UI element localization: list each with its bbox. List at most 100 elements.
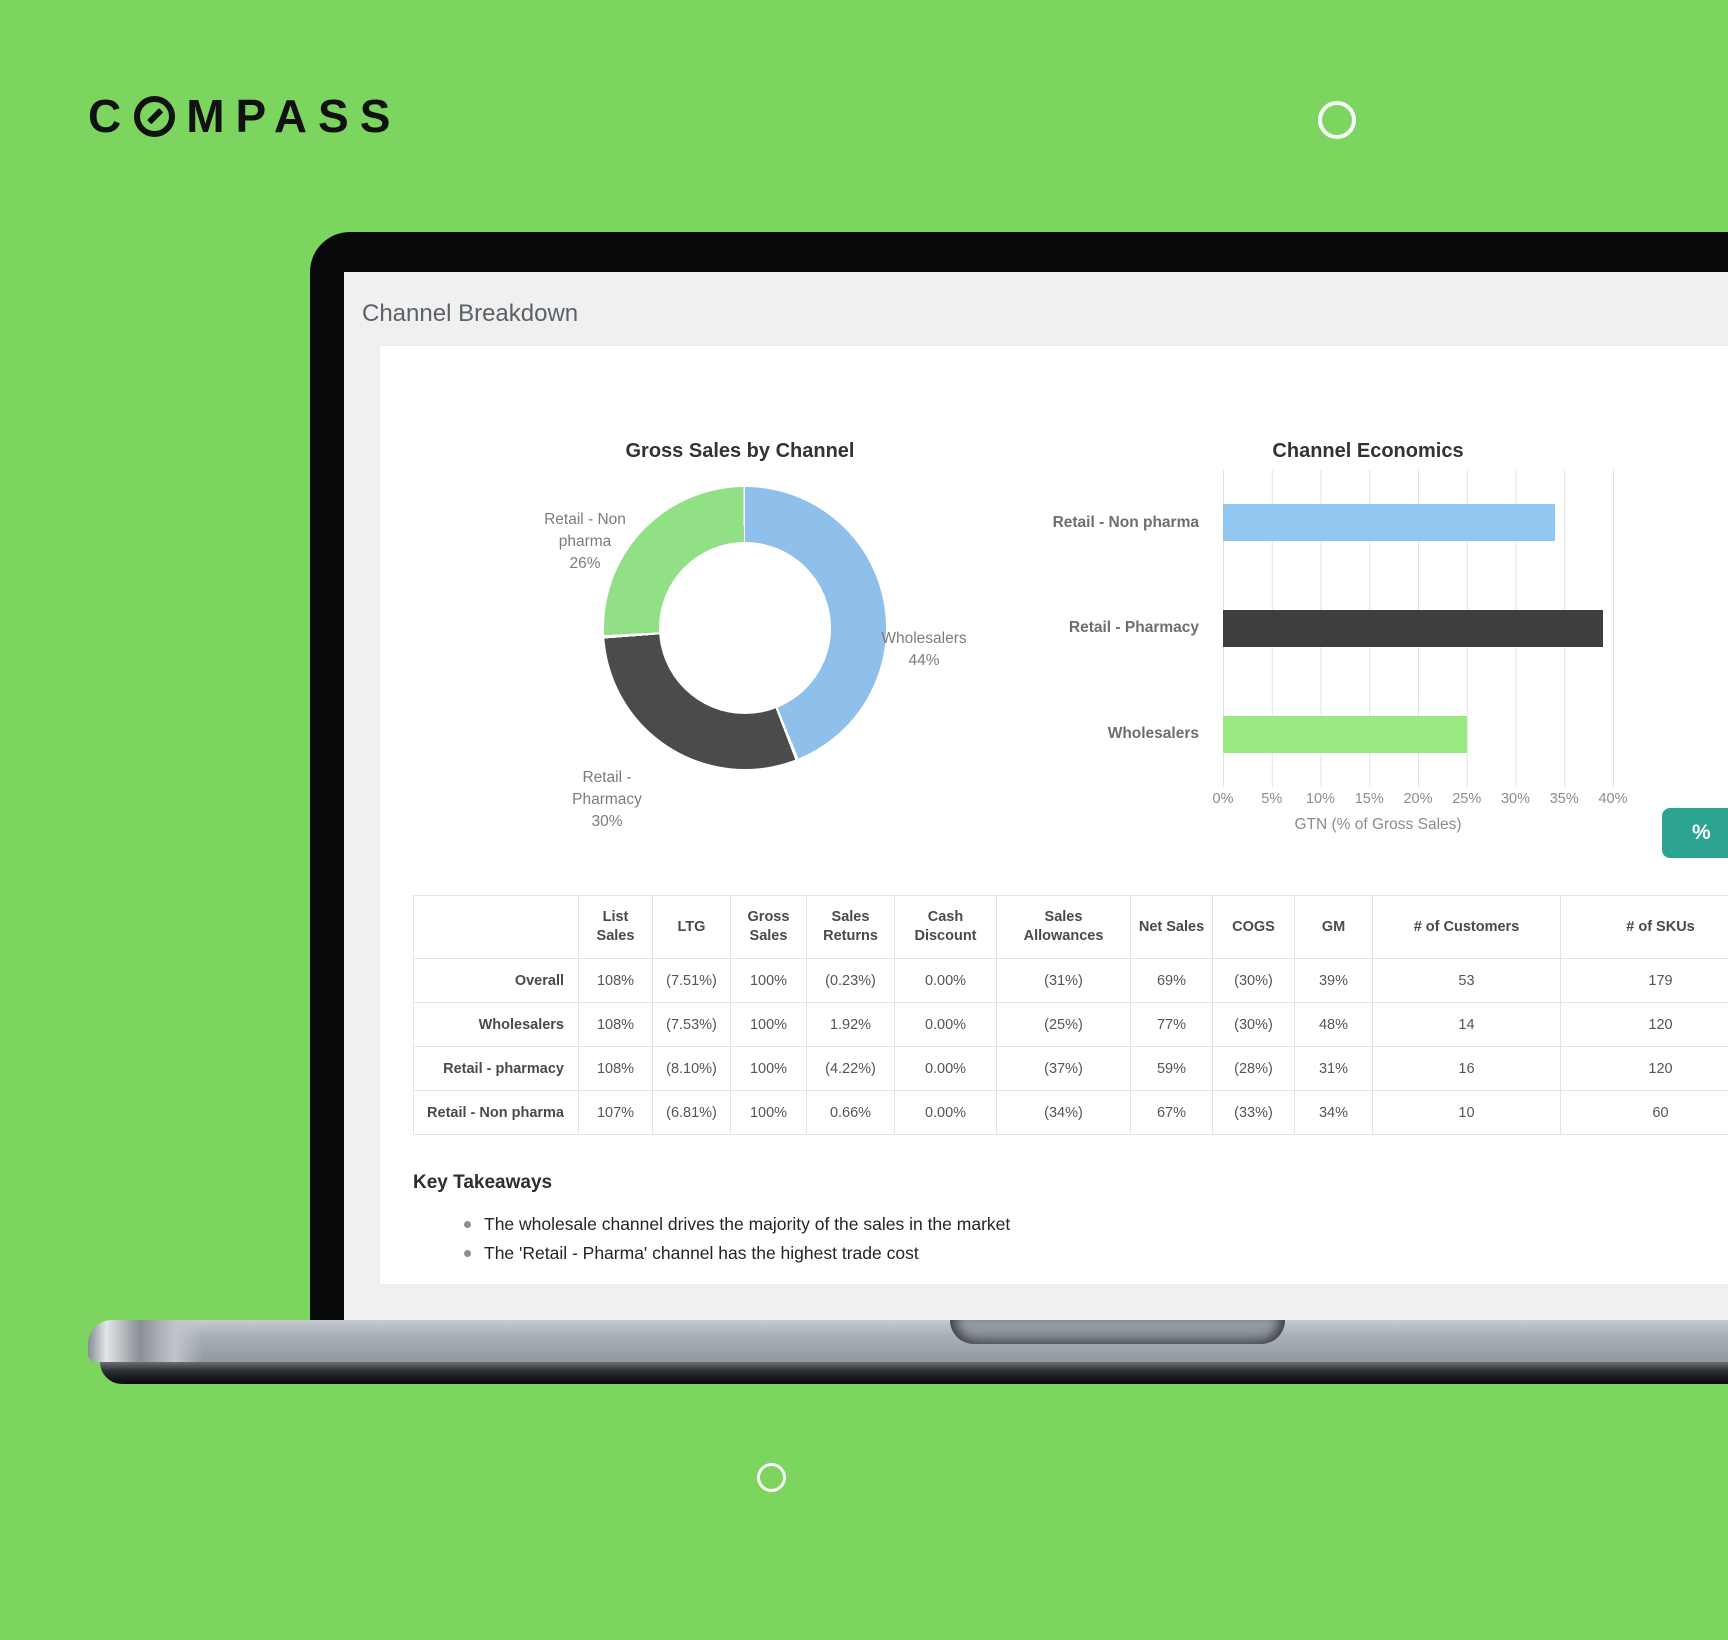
column-header: # of SKUs [1560,895,1728,959]
table-cell: 67% [1130,1090,1213,1135]
row-label: Retail - Non pharma [413,1090,579,1135]
donut-chart-title: Gross Sales by Channel [625,440,855,462]
percent-toggle-button[interactable]: % [1662,808,1728,858]
donut-label-line: Pharmacy [572,791,642,808]
column-header: Net Sales [1130,895,1213,959]
table-cell: (31%) [996,958,1131,1003]
x-axis-tick-label: 35% [1549,791,1579,807]
table-cell: 108% [578,1046,653,1091]
channel-metrics-table: List Sales LTG Gross Sales Sales Returns Cas… [413,895,1728,1135]
table-cell: 1.92% [806,1002,895,1047]
bar-x-axis-ticks: 0% 5% 10% 15% 20% 25% 30% 35% 40% [1213,789,1628,809]
row-label: Overall [413,958,579,1003]
donut-label-value: 26% [569,555,601,572]
x-axis-tick-label: 30% [1500,791,1531,807]
donut-label-wholesalers: Wholesalers 44% [834,628,1014,672]
donut-label-retail-pharmacy: Retail - Pharmacy 30% [514,767,700,833]
table-cell: 100% [730,1046,807,1091]
table-cell: 10 [1372,1090,1561,1135]
laptop-screen-frame: Channel Breakdown Gross Sales by Channel… [310,232,1728,1320]
x-axis-tick-label: 0% [1212,791,1234,807]
x-axis-tick-label: 5% [1261,791,1283,807]
table-cell: 0.00% [894,1002,997,1047]
table-cell: 179 [1560,958,1728,1003]
table-cell: 77% [1130,1002,1213,1047]
bar-track [1223,715,1613,753]
dashboard-screen: Channel Breakdown Gross Sales by Channel… [344,272,1728,1320]
takeaway-item: The wholesale channel drives the majorit… [462,1210,1010,1239]
table-cell: (8.10%) [652,1046,731,1091]
table-cell: 60 [1560,1090,1728,1135]
table-cell: (4.22%) [806,1046,895,1091]
table-row: Retail - pharmacy 108% (8.10%) 100% (4.22%) 0… [413,1046,1728,1091]
donut-label-value: 44% [908,652,940,669]
table-cell: (6.81%) [652,1090,731,1135]
bar-wholesalers [1223,715,1467,753]
donut-label-line: Retail - Non [544,511,626,528]
x-axis-tick-label: 15% [1354,791,1384,807]
donut-label-line: pharma [558,533,612,550]
donut-label-line: Retail - [582,769,632,786]
table-cell: (7.53%) [652,1002,731,1047]
column-header [413,895,579,959]
table-row: Retail - Non pharma 107% (6.81%) 100% 0.66% 0… [413,1090,1728,1135]
channel-breakdown-card: Gross Sales by Channel Retail - Non phar… [380,346,1728,1284]
table-cell: 100% [730,1090,807,1135]
column-header: Sales Allowances [996,895,1131,959]
brand-logo: C MPASS [88,90,402,142]
table-cell: 53 [1372,958,1561,1003]
column-header: Gross Sales [730,895,807,959]
column-header: COGS [1212,895,1295,959]
table-header-row: List Sales LTG Gross Sales Sales Returns Cas… [413,895,1728,959]
x-axis-tick-label: 40% [1598,791,1628,807]
table-cell: 120 [1560,1002,1728,1047]
table-cell: 0.00% [894,958,997,1003]
decorative-circle-top [1318,101,1356,139]
laptop-base [88,1320,1728,1386]
laptop-base-top [88,1320,1728,1362]
donut-label-value: 30% [591,813,623,830]
decorative-circle-bottom [757,1463,786,1492]
bar-chart-title: Channel Economics [1272,440,1464,462]
table-cell: 100% [730,1002,807,1047]
table-cell: 69% [1130,958,1213,1003]
takeaway-item: The 'Retail - Pharma' channel has the hi… [462,1239,1010,1268]
row-label: Wholesalers [413,1002,579,1047]
bar-category-label: Retail - Pharmacy [1068,619,1199,637]
column-header: Cash Discount [894,895,997,959]
bar-category-label: Wholesalers [1107,725,1199,743]
table-cell: (30%) [1212,958,1295,1003]
bar-track [1223,609,1613,647]
table-cell: (25%) [996,1002,1131,1047]
x-axis-tick-label: 10% [1305,791,1336,807]
bar-category-labels: Retail - Non pharma Retail - Pharmacy Whol… [940,470,1211,787]
table-cell: 48% [1294,1002,1373,1047]
compass-o-slash [146,108,163,124]
laptop-base-notch [950,1320,1285,1344]
channel-economics-bar-chart [1223,470,1614,787]
table-cell: (0.23%) [806,958,895,1003]
table-cell: (34%) [996,1090,1131,1135]
table-cell: 34% [1294,1090,1373,1135]
bar-track [1223,504,1613,542]
table-cell: (28%) [1212,1046,1295,1091]
bar-category-label: Retail - Non pharma [1052,513,1199,531]
column-header: # of Customers [1372,895,1561,959]
donut-label-line: Wholesalers [881,630,967,647]
table-cell: (33%) [1212,1090,1295,1135]
column-header: List Sales [578,895,653,959]
table-cell: 59% [1130,1046,1213,1091]
bar-x-axis-label: GTN (% of Gross Sales) [1294,816,1462,833]
column-header: Sales Returns [806,895,895,959]
table-cell: 107% [578,1090,653,1135]
table-body: Overall 108% (7.51%) 100% (0.23%) 0.00% (31%) 6… [413,958,1728,1135]
table-cell: 16 [1372,1046,1561,1091]
donut-label-retail-non-pharma: Retail - Non pharma 26% [492,509,678,575]
table-cell: 120 [1560,1046,1728,1091]
table-row: Wholesalers 108% (7.53%) 100% 1.92% 0.00% (25%… [413,1002,1728,1047]
table-cell: 108% [578,958,653,1003]
column-header: GM [1294,895,1373,959]
compass-slashed-o-icon [134,95,176,137]
table-cell: 0.00% [894,1046,997,1091]
